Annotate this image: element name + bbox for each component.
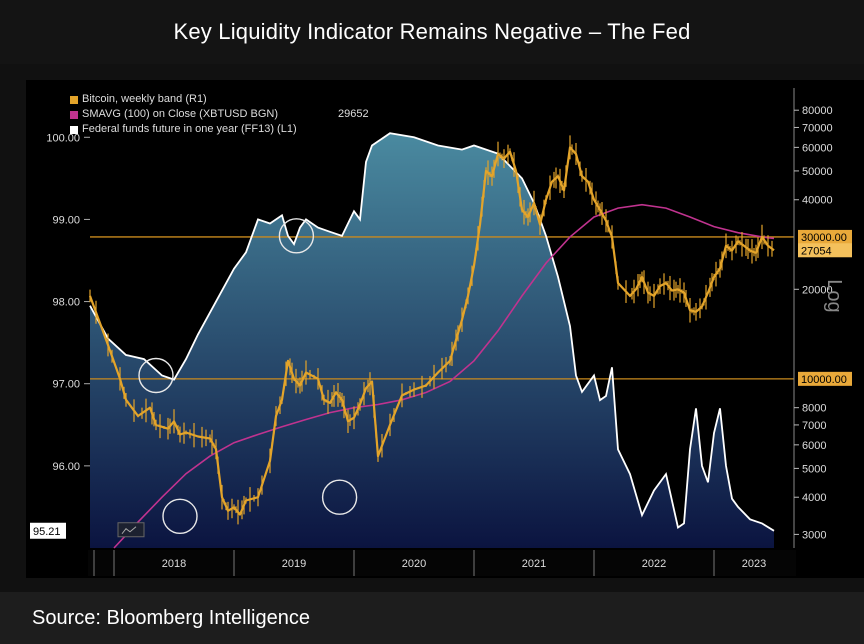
legend-value: 29652 (338, 108, 369, 120)
right-tick-label: 6000 (802, 440, 826, 452)
left-tick-label: 99.00 (52, 214, 80, 226)
right-tick-label: 20000 (802, 284, 833, 296)
fed-funds-line (89, 132, 775, 532)
year-label: 2022 (642, 558, 666, 570)
highlight-circle (162, 498, 198, 535)
chart-title: Key Liquidity Indicator Remains Negative… (0, 0, 864, 64)
left-tick-label: 97.00 (52, 379, 80, 391)
legend-label: SMAVG (100) on Close (XBTUSD BGN) (82, 108, 279, 120)
badge-left-current: 95.21 (33, 526, 61, 538)
year-label: 2020 (402, 558, 426, 570)
right-tick-label: 5000 (802, 463, 826, 475)
highlight-circle (138, 357, 174, 394)
right-tick-label: 60000 (802, 142, 833, 154)
badge-30000-bg (798, 229, 852, 244)
right-tick-label: 7000 (802, 420, 826, 432)
right-tick-label: 3000 (802, 529, 826, 541)
legend-item-fed-funds[interactable]: Federal funds future in one year (FF13) … (70, 122, 369, 137)
year-label: 2023 (742, 558, 766, 570)
bitcoin-band-bars (89, 135, 773, 525)
year-label: 2019 (282, 558, 306, 570)
legend: Bitcoin, weekly band (R1) SMAVG (100) on… (70, 92, 369, 137)
right-tick-label: 70000 (802, 122, 833, 134)
right-tick-label: 4000 (802, 492, 826, 504)
chart-icon (117, 522, 145, 538)
year-label: 2018 (162, 558, 186, 570)
badge-btc-current: 27054 (801, 245, 832, 257)
left-tick-label: 100.00 (46, 132, 80, 144)
badge-30000: 30000.00 (801, 232, 847, 244)
time-axis-bar (88, 550, 796, 576)
chart-frame: 96.00 97.00 98.00 99.00 100.00 3000 4000 5000 60… (26, 80, 864, 578)
badge-left-current-bg (30, 522, 66, 539)
fed-funds-area (90, 133, 774, 548)
legend-item-smavg[interactable]: SMAVG (100) on Close (XBTUSD BGN) 29652 (70, 107, 369, 122)
left-tick-label: 98.00 (52, 297, 80, 309)
chart-plot[interactable]: 96.00 97.00 98.00 99.00 100.00 3000 4000 5000 60… (26, 80, 864, 578)
legend-label: Federal funds future in one year (FF13) … (82, 123, 297, 135)
right-axis-label: Log (823, 279, 845, 312)
year-label: 2021 (522, 558, 546, 570)
right-tick-label: 50000 (802, 166, 833, 178)
legend-label: Bitcoin, weekly band (R1) (82, 93, 207, 105)
source-caption: Source: Bloomberg Intelligence (0, 592, 864, 644)
right-tick-label: 8000 (802, 403, 826, 415)
smavg-line (113, 203, 775, 549)
badge-10000: 10000.00 (801, 374, 847, 386)
highlight-circle (321, 479, 358, 515)
left-tick-label: 96.00 (52, 461, 80, 473)
legend-swatch-fed-funds (70, 125, 78, 134)
badge-10000-bg (798, 371, 852, 386)
highlight-circle (278, 218, 315, 254)
right-tick-label: 40000 (802, 195, 833, 207)
legend-swatch-bitcoin (70, 95, 78, 104)
legend-swatch-smavg (70, 110, 78, 119)
legend-item-bitcoin[interactable]: Bitcoin, weekly band (R1) (70, 92, 369, 107)
badge-btc-current-bg (798, 243, 852, 258)
right-tick-label: 80000 (802, 105, 833, 117)
chart-icon-glyph (121, 526, 137, 535)
